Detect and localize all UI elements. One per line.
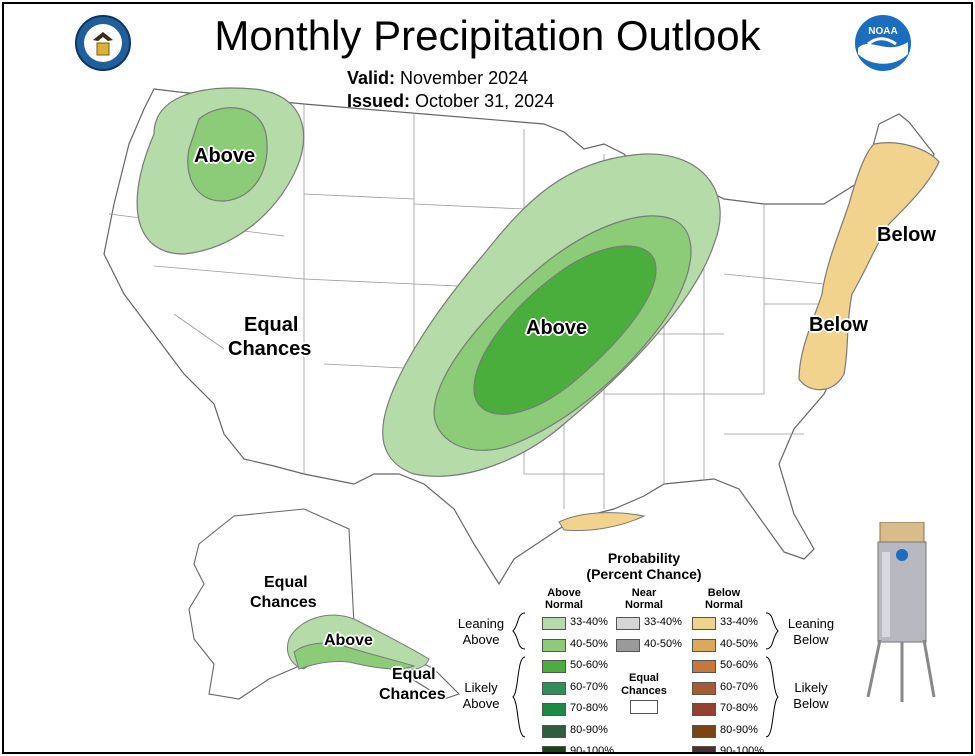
equal-head-2: Chances: [621, 684, 667, 697]
likely-below-2: Below: [793, 696, 829, 712]
legend-below-swatch: [692, 703, 716, 716]
ak-equal-label-2: Chances: [250, 594, 317, 611]
valid-row: Valid: November 2024: [347, 68, 528, 89]
near-head-line-2: Normal: [625, 599, 663, 612]
legend-title-2: (Percent Chance): [586, 566, 702, 583]
legend-below-range-label: 60-70%: [720, 680, 758, 693]
legend-above-range-label: 33-40%: [570, 616, 608, 628]
legend-above-head: Above Normal: [534, 587, 594, 611]
noaa-logo-icon: NOAA: [855, 15, 911, 71]
legend-below-swatch: [692, 724, 716, 738]
nw-above-40-50: [187, 107, 268, 202]
left-brackets: [512, 612, 526, 738]
legend-below-range-label: 50-60%: [720, 659, 758, 671]
ak-above-label: Above: [324, 632, 373, 649]
above-head-line-1: Above: [547, 587, 581, 599]
us-map: [103, 87, 940, 700]
likely-above-label: Likely Above: [452, 680, 510, 713]
valid-label: Valid:: [347, 68, 396, 88]
legend-above-range-label: 50-60%: [570, 659, 608, 671]
page-title: Monthly Precipitation Outlook: [214, 12, 761, 59]
legend-above-range-label: 70-80%: [570, 702, 608, 714]
west-equal-label-2: Chances: [228, 338, 312, 360]
legend-below-swatch: [692, 617, 716, 630]
right-brackets: [765, 612, 779, 738]
leaning-above-2: Above: [462, 632, 500, 648]
legend-above-swatch: [542, 617, 566, 630]
legend-above-range-label: 40-50%: [570, 637, 608, 650]
legend-above-range-label: 90-100%: [570, 745, 615, 754]
valid-value: November 2024: [400, 68, 529, 88]
likely-above-1: Likely: [464, 680, 498, 695]
legend-above-swatch: [542, 703, 566, 716]
legend-near-head: Near Normal: [614, 587, 674, 611]
below-head-line-2: Normal: [705, 599, 743, 612]
legend-below-range-label: 40-50%: [720, 637, 758, 650]
commerce-seal-icon: [75, 15, 131, 71]
legend-below-swatch: [692, 638, 716, 652]
leaning-below-label: Leaning Below: [782, 616, 840, 649]
gulf-below-33-40: [558, 512, 646, 531]
central-above-50-60: [473, 245, 657, 415]
legend-title: Probability (Percent Chance): [574, 550, 714, 582]
legend-near-range-label: 33-40%: [644, 616, 682, 628]
issued-row: Issued: October 31, 2024: [347, 91, 554, 112]
legend-equal-head: Equal Chances: [614, 672, 674, 697]
leaning-below-2: Below: [793, 632, 829, 648]
below-head-line-1: Below: [707, 587, 741, 599]
legend-below-range-label: 70-80%: [720, 702, 758, 714]
issued-value: October 31, 2024: [415, 91, 555, 111]
legend-near-swatch: [616, 638, 640, 652]
issued-label: Issued:: [347, 91, 411, 111]
legend-below-range-label: 80-90%: [720, 723, 758, 736]
legend-below-range-label: 33-40%: [720, 616, 758, 628]
legend-below-swatch: [692, 681, 716, 695]
legend-below-head: Below Normal: [694, 587, 754, 611]
legend-above-swatch: [542, 746, 566, 752]
legend-above-swatch: [542, 724, 566, 738]
likely-below-label: Likely Below: [782, 680, 840, 713]
legend-above-range-label: 60-70%: [570, 680, 608, 693]
central-above-label: Above: [526, 317, 588, 339]
nw-above-label: Above: [194, 145, 256, 167]
west-equal-label-1: Equal: [244, 314, 299, 336]
above-head-line-2: Normal: [545, 599, 583, 612]
rain-gauge-icon: [866, 522, 936, 702]
legend-near-swatch: [616, 617, 640, 630]
ak-se-equal-label-2: Chances: [379, 686, 446, 703]
legend-below-swatch: [692, 746, 716, 752]
legend-near-range-label: 40-50%: [644, 637, 682, 650]
legend-above-swatch: [542, 638, 566, 652]
equal-head-1: Equal: [629, 672, 659, 684]
legend-title-1: Probability: [607, 550, 681, 566]
legend-below-range-label: 90-100%: [720, 745, 765, 754]
leaning-above-label: Leaning Above: [452, 616, 510, 649]
legend-above-swatch: [542, 681, 566, 695]
alaska-above-40-50: [293, 642, 416, 670]
legend-above-range-label: 80-90%: [570, 723, 608, 736]
leaning-below-1: Leaning: [787, 616, 835, 631]
east-below-33-40: [798, 142, 940, 391]
near-head-line-1: Near: [631, 587, 657, 599]
legend-above-swatch: [542, 660, 566, 673]
ak-se-equal-label-1: Equal: [392, 666, 436, 683]
ne-below-label: Below: [877, 224, 936, 246]
leaning-above-1: Leaning: [457, 616, 505, 631]
ak-equal-label-1: Equal: [264, 574, 308, 591]
svg-text:NOAA: NOAA: [868, 26, 897, 37]
likely-below-1: Likely: [794, 680, 828, 695]
legend-below-swatch: [692, 660, 716, 673]
likely-above-2: Above: [462, 696, 500, 712]
ma-below-label: Below: [809, 314, 868, 336]
legend-equal-swatch: [630, 700, 658, 714]
